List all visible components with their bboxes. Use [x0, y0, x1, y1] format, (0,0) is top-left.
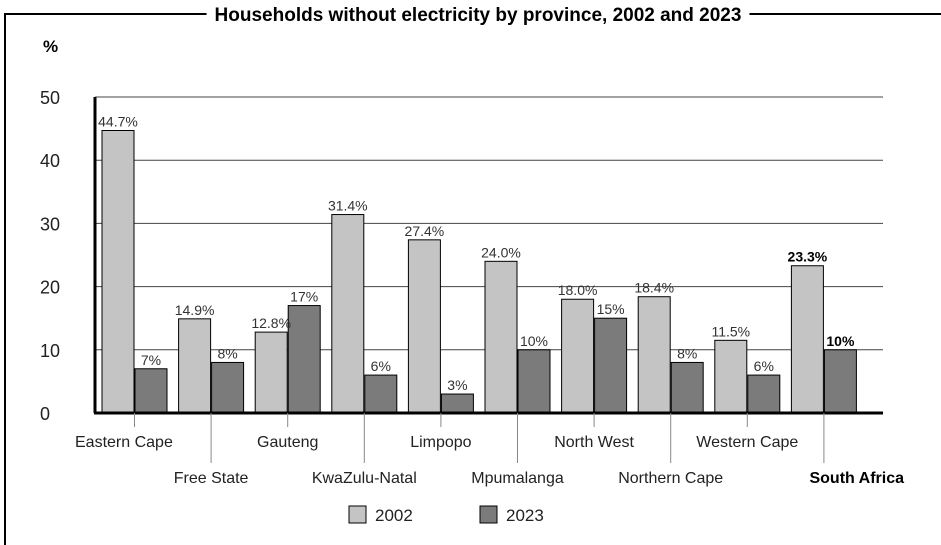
bar-2002-free-state — [178, 318, 212, 414]
data-label: 27.4% — [405, 223, 445, 239]
data-label: 44.7% — [98, 113, 138, 129]
category-label: South Africa — [809, 470, 904, 487]
category-label: Eastern Cape — [75, 434, 173, 451]
data-label: 8% — [677, 345, 697, 361]
category-label: Limpopo — [410, 434, 471, 451]
data-label: 31.4% — [328, 198, 368, 214]
data-label: 12.8% — [251, 315, 291, 331]
bar-2023-gauteng — [287, 305, 321, 414]
bar-2023-north-west — [594, 317, 628, 414]
data-label: 10% — [520, 333, 548, 349]
y-tick-label: 10 — [40, 341, 60, 361]
category-label: Free State — [174, 470, 249, 487]
bar-2002-western-cape — [714, 339, 748, 414]
category-label: Northern Cape — [618, 470, 723, 487]
bar-2023-western-cape — [747, 374, 781, 414]
chart-title: Households without electricity by provin… — [215, 5, 742, 26]
category-label: Mpumalanga — [471, 470, 564, 487]
legend-swatch-2023 — [479, 505, 498, 524]
bar-2002-north-west — [561, 298, 595, 414]
y-tick-label: 30 — [40, 214, 60, 234]
y-tick-label: 0 — [40, 404, 50, 424]
y-axis-unit-label: % — [43, 37, 58, 56]
bar-2023-free-state — [211, 361, 245, 414]
category-label: Gauteng — [257, 434, 318, 451]
y-tick-label: 20 — [40, 278, 60, 298]
data-label: 6% — [371, 358, 391, 374]
bar-2002-eastern-cape — [101, 129, 135, 414]
data-label: 15% — [597, 301, 625, 317]
data-label: 23.3% — [788, 249, 828, 265]
bar-2002-kwazulu-natal — [331, 214, 365, 414]
bar-2002-limpopo — [407, 239, 441, 414]
data-label: 8% — [217, 345, 237, 361]
data-label: 11.5% — [711, 323, 750, 339]
data-label: 17% — [290, 289, 318, 305]
bar-2023-eastern-cape — [134, 368, 168, 414]
data-label: 7% — [141, 352, 161, 368]
data-label: 6% — [754, 358, 774, 374]
legend-swatch-2002 — [348, 505, 367, 524]
bar-2023-south-africa — [823, 349, 857, 414]
legend-label-2002: 2002 — [375, 506, 413, 525]
bar-2002-mpumalanga — [484, 260, 518, 414]
bar-2002-northern-cape — [637, 296, 671, 414]
bar-2023-mpumalanga — [517, 349, 551, 414]
bar-2023-kwazulu-natal — [364, 374, 398, 414]
data-label: 18.4% — [634, 280, 674, 296]
data-label: 14.9% — [175, 302, 215, 318]
y-tick-label: 50 — [40, 88, 60, 108]
data-label: 18.0% — [558, 282, 598, 298]
legend-label-2023: 2023 — [506, 506, 544, 525]
category-label: KwaZulu-Natal — [312, 470, 417, 487]
bar-2023-northern-cape — [670, 361, 704, 414]
bar-2002-gauteng — [254, 331, 288, 414]
category-label: Western Cape — [696, 434, 798, 451]
data-label: 10% — [826, 333, 855, 349]
y-tick-label: 40 — [40, 151, 60, 171]
data-label: 24.0% — [481, 244, 521, 260]
frame-left-line — [4, 13, 207, 545]
bar-2023-limpopo — [440, 393, 474, 414]
bar-2002-south-africa — [790, 265, 824, 414]
data-label: 3% — [447, 377, 467, 393]
category-label: North West — [554, 434, 634, 451]
